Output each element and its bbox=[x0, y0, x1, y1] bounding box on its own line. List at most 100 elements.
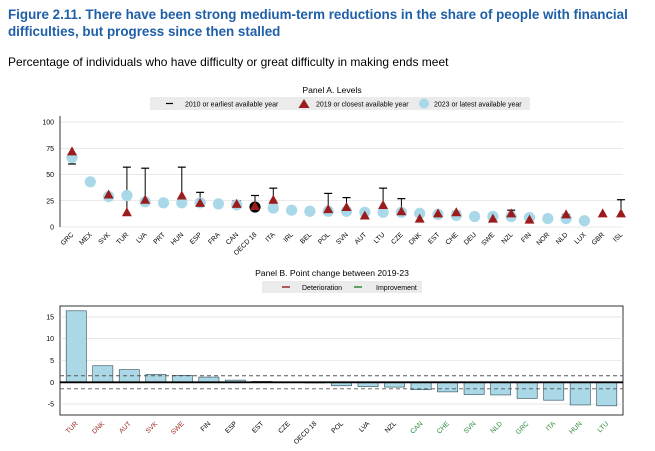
panel-a-x-label: ITA bbox=[265, 231, 277, 243]
panel-a-y-tick-label: 50 bbox=[46, 172, 54, 179]
panel-b-bar bbox=[596, 381, 618, 407]
panel-a-x-label: CHE bbox=[445, 231, 460, 246]
panel-b-bar bbox=[543, 381, 565, 401]
bubble-2023 bbox=[286, 204, 298, 216]
panel-a-x-label: FIN bbox=[520, 231, 533, 244]
panel-b-x-label: LTU bbox=[596, 420, 610, 434]
panel-a-x-label: FRA bbox=[207, 231, 222, 246]
panel-b-x-label: CAN bbox=[409, 420, 424, 435]
triangle-2019 bbox=[396, 206, 407, 216]
panel-b-bar bbox=[490, 381, 512, 396]
panel-b-y-tick-label: 0 bbox=[50, 380, 54, 387]
bubble-2023 bbox=[469, 210, 481, 223]
bubble-2023 bbox=[84, 176, 96, 188]
triangle-2019 bbox=[524, 214, 535, 224]
panel-a-x-label: DEU bbox=[463, 231, 478, 246]
triangle-2019 bbox=[231, 198, 242, 208]
legend-triangle-icon bbox=[298, 99, 310, 108]
triangle-2019 bbox=[414, 213, 425, 223]
bubble-2023 bbox=[212, 198, 224, 210]
legend-2019-label: 2019 or closest available year bbox=[316, 102, 409, 109]
panel-b-bar bbox=[171, 375, 193, 383]
triangle-2019 bbox=[359, 210, 370, 220]
triangle-2019 bbox=[561, 209, 572, 219]
panel-a-x-label: IRL bbox=[283, 231, 296, 244]
bubble-2023 bbox=[267, 202, 279, 214]
bubble-2023 bbox=[414, 207, 426, 219]
panel-a: Panel A. Levels 2010 or earliest availab… bbox=[42, 85, 626, 257]
panel-a-x-label: CAN bbox=[225, 231, 240, 246]
panel-b-x-label: POL bbox=[330, 420, 345, 435]
bubble-2023 bbox=[304, 205, 316, 217]
panel-a-x-label: NOR bbox=[536, 231, 552, 247]
figure-title: Figure 2.11. There have been strong medi… bbox=[8, 7, 628, 39]
panel-a-gridlines bbox=[60, 121, 623, 228]
panel-b-x-label: LVA bbox=[358, 420, 372, 434]
panel-a-x-label: NLD bbox=[555, 231, 570, 246]
panel-b-x-label: SVK bbox=[145, 420, 160, 435]
panel-a-x-label: EST bbox=[427, 231, 441, 245]
panel-b-x-label: CZE bbox=[277, 420, 292, 435]
panel-b-gridlines bbox=[60, 316, 623, 405]
panel-b-y-axis: -5 0 5 10 15 bbox=[46, 314, 54, 408]
panel-b-x-label: FIN bbox=[200, 420, 213, 433]
panel-a-x-label: BEL bbox=[299, 231, 313, 245]
panel-b-legend-box bbox=[262, 281, 422, 293]
panel-a-x-label: SVN bbox=[335, 231, 350, 246]
panel-a-x-label: SVK bbox=[97, 231, 112, 246]
bubble-2023 bbox=[157, 197, 170, 209]
panel-b-y-tick-label: -5 bbox=[48, 402, 54, 409]
triangle-2019 bbox=[176, 190, 187, 200]
bubble-2023 bbox=[578, 215, 591, 227]
triangle-2019 bbox=[378, 199, 389, 209]
panel-b-x-label: SWE bbox=[170, 420, 186, 436]
panel-b: Panel B. Point change between 2019-23 De… bbox=[46, 268, 624, 446]
panel-b-x-label: NLD bbox=[489, 420, 504, 435]
panel-a-y-tick-label: 75 bbox=[46, 146, 54, 153]
panel-b-bar bbox=[118, 369, 140, 383]
triangle-2019 bbox=[433, 208, 443, 218]
triangle-2019 bbox=[506, 208, 517, 218]
panel-a-y-tick-label: 25 bbox=[46, 198, 54, 205]
triangle-2019 bbox=[103, 189, 114, 199]
panel-b-bar bbox=[145, 374, 167, 383]
panel-b-bar bbox=[92, 365, 114, 383]
panel-b-x-label: AUT bbox=[118, 420, 133, 435]
panel-a-x-label: LUX bbox=[574, 231, 589, 246]
legend-deterioration-label: Deterioration bbox=[302, 285, 342, 292]
panel-a-x-label: GBR bbox=[591, 231, 606, 246]
triangle-2019 bbox=[597, 208, 608, 218]
panel-b-x-label: EST bbox=[251, 420, 265, 434]
panel-b-x-label: ESP bbox=[224, 420, 239, 435]
figure-subtitle: Percentage of individuals who have diffi… bbox=[8, 55, 449, 69]
panel-b-y-tick-label: 15 bbox=[46, 314, 54, 321]
panel-a-x-label: CZE bbox=[390, 231, 405, 246]
panel-a-x-label: TUR bbox=[115, 231, 130, 246]
triangle-2019 bbox=[195, 197, 206, 207]
panel-a-x-label: AUT bbox=[354, 231, 369, 246]
panel-b-x-label: HUN bbox=[568, 420, 583, 435]
panel-b-x-label: GRC bbox=[515, 420, 531, 436]
bubble-2023 bbox=[377, 206, 389, 218]
panel-a-x-label: POL bbox=[317, 231, 332, 246]
panel-b-bar bbox=[65, 310, 87, 383]
panel-a-x-label: DNK bbox=[408, 231, 423, 246]
legend-2023-label: 2023 or latest available year bbox=[434, 102, 522, 109]
panel-a-legend-box bbox=[150, 97, 530, 110]
panel-a-x-label: SWE bbox=[480, 231, 496, 247]
panel-a-x-label: HUN bbox=[170, 231, 185, 246]
triangle-2019 bbox=[250, 201, 260, 210]
panel-b-bar bbox=[410, 381, 432, 391]
bubble-2023 bbox=[121, 189, 133, 202]
triangle-2019 bbox=[341, 202, 352, 212]
panel-a-x-label: NZL bbox=[501, 231, 515, 245]
legend-improvement-label: Improvement bbox=[376, 285, 417, 292]
triangle-2019 bbox=[616, 208, 626, 218]
panel-b-bars bbox=[65, 310, 618, 407]
panel-b-y-tick-label: 10 bbox=[46, 336, 54, 343]
panel-b-x-label: DNK bbox=[91, 420, 106, 435]
panel-b-x-label: CHE bbox=[436, 420, 451, 435]
triangle-2019 bbox=[67, 146, 77, 156]
panel-b-x-label: SVN bbox=[463, 420, 478, 435]
